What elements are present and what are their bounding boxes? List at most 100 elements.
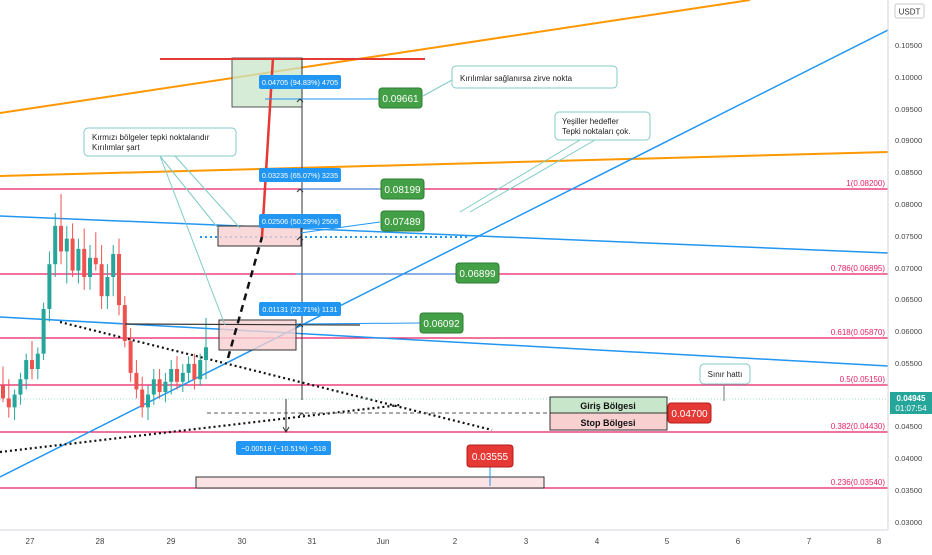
target-badge-label: 0.09661 [382,94,419,105]
entry-zone-label: Giriş Bölgesi [580,401,636,411]
candle-body [35,353,40,370]
target-badge[interactable] [380,178,425,200]
last-price-tag [890,392,932,414]
measure-label: 0.01131 (22.71%) 1131 [262,305,337,314]
note-top-text: Kırılımlar sağlanırsa zirve nokta [460,74,573,83]
measure-arrow [296,323,304,328]
time-tick-label: 3 [524,537,529,546]
candle-body [47,264,52,309]
price-axis-bg [888,0,932,530]
candle-body [93,257,98,265]
candle-body [18,379,23,395]
time-tick-label: 8 [877,537,882,546]
candle-body [175,369,179,382]
candle-body [30,360,34,370]
measure-label: −0.00518 (−10.51%) −518 [241,444,326,453]
target-badge[interactable] [380,210,425,232]
fib-label: 0.236(0.03540) [831,478,886,487]
time-axis: 27 28 29 30 31 Jun 2 3 4 5 6 7 8 [0,529,932,550]
candle-body [111,253,116,277]
candle-body [163,381,168,393]
target-badge[interactable] [455,262,500,284]
candle-body [146,394,150,408]
last-price-value: 0.04945 [897,394,926,403]
target-badge[interactable] [419,312,464,334]
price-tick-label: 0.07000 [895,264,922,273]
measure-label: 0.04705 (94.83%) 4705 [262,78,338,87]
fib-levels: 1(0.08200) 0.786(0.06895) 0.618(0.05870) 0.… [0,179,888,489]
measure-arrow [296,98,304,103]
target-badge-label: 0.06899 [459,269,496,280]
price-tick-label: 0.09500 [895,105,922,114]
candle-body [24,360,29,380]
note-sinir-box [699,363,751,385]
candle-body [6,398,11,408]
stop-target-badge-label: 0.03555 [472,452,509,463]
price-tick-label: 0.06500 [895,295,922,304]
trend-lines [0,0,888,478]
level-line [124,323,361,326]
candles [1,193,208,421]
fib-label: 0.382(0.04430) [831,422,886,431]
note-right-text-1: Yeşiller hedefler [562,117,619,126]
fib-label: 0.618(0.05870) [831,328,886,337]
orange-trend-line [0,0,751,114]
stop-zone-box[interactable] [549,412,668,431]
time-tick-label: Jun [377,537,390,546]
candle-body [59,225,63,252]
candle-body [105,277,110,297]
stop-target-badge[interactable] [466,444,514,468]
time-tick-label: 30 [238,537,247,546]
dotted-resistance-line [59,320,493,432]
candle-body [128,340,133,373]
time-tick-label: 4 [595,537,600,546]
measure-arrow [296,188,304,193]
target-badge-label: 0.07489 [384,217,421,228]
target-badge-label: 0.06092 [423,319,460,330]
candle-body [41,308,46,354]
note-top-tail [422,79,453,97]
price-tick-label: 0.03500 [895,486,922,495]
price-tick-label: 0.06000 [895,327,922,336]
candle-body [12,394,17,408]
price-tick-label: 0.10000 [895,73,922,82]
orange-flat-line [0,151,888,177]
target-badge[interactable] [378,87,423,109]
candle-body [186,363,191,373]
note-right-box [554,111,651,141]
note-top-box [451,65,618,89]
price-tick-label: 0.07500 [895,232,922,241]
candle-body [204,347,208,361]
measure-label: 0.02506 (50.29%) 2506 [262,217,338,226]
measure-label-bg [259,302,341,316]
price-countdown: 01:07:54 [895,404,927,413]
measure-label-bg [236,441,331,455]
note-right-tails [459,139,596,213]
time-tick-label: 7 [807,537,812,546]
candle-body [134,372,139,390]
price-tick-label: 0.04500 [895,422,922,431]
note-left-tails [159,155,241,326]
price-tick-label: 0.08000 [895,200,922,209]
price-tick-label: 0.04000 [895,454,922,463]
fib-label: 0.786(0.06895) [831,264,886,273]
target-connector [295,322,421,325]
target-badge-label: 0.08199 [384,185,421,196]
candle-body [169,369,174,382]
candle-body [82,248,87,277]
time-tick-label: 27 [26,537,35,546]
zones [160,57,545,489]
currency-box [894,3,925,19]
time-tick-label: 28 [96,537,105,546]
candle-body [1,385,5,399]
candle-body [53,225,58,265]
candle-body [192,363,197,380]
candle-body [151,379,156,395]
entry-badge[interactable] [667,402,712,424]
price-tick-label: 0.05500 [895,359,922,368]
blue-upper-line [0,215,888,254]
note-left-text-1: Kırmızı bölgeler tepki noktalarıdır [92,133,210,142]
candle-body [122,305,127,341]
